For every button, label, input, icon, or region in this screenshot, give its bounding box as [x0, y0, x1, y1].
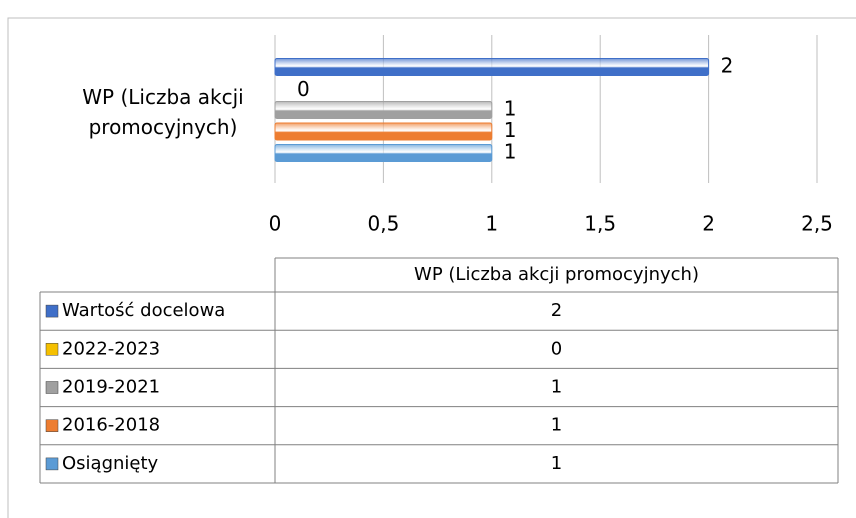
y-tick-label: WP (Liczba akcji promocyjnych)	[82, 85, 243, 139]
table-value: 1	[551, 453, 562, 474]
legend-key	[45, 457, 59, 471]
table-header: WP (Liczba akcji promocyjnych)	[414, 264, 699, 285]
legend-label: 2022-2023	[62, 338, 160, 359]
legend-key	[45, 304, 59, 318]
x-tick-label: 2,5	[801, 212, 833, 236]
legend-label: Osiągnięty	[62, 453, 159, 474]
data-label: 2	[721, 54, 734, 78]
x-tick-label: 1,5	[584, 212, 616, 236]
x-tick-label: 0	[269, 212, 282, 236]
legend-label: 2019-2021	[62, 377, 160, 398]
legend-label: Wartość docelowa	[62, 300, 225, 321]
data-label: 0	[297, 77, 310, 101]
bar	[274, 122, 493, 141]
table-value: 2	[551, 300, 562, 321]
bar	[274, 58, 710, 76]
x-tick-label: 0,5	[367, 212, 399, 236]
table-value: 1	[551, 415, 562, 436]
legend-key	[45, 381, 59, 394]
x-tick-label: 2	[702, 212, 715, 236]
data-label: 1	[504, 118, 517, 142]
bar	[274, 101, 493, 119]
table-value: 1	[551, 377, 562, 398]
data-label: 1	[504, 140, 517, 164]
legend-key	[45, 343, 59, 356]
bar	[274, 144, 493, 162]
table-value: 0	[551, 338, 562, 359]
legend-label: 2016-2018	[62, 415, 160, 436]
x-tick-label: 1	[485, 212, 498, 236]
data-label: 1	[504, 97, 517, 121]
legend-key	[45, 419, 59, 432]
